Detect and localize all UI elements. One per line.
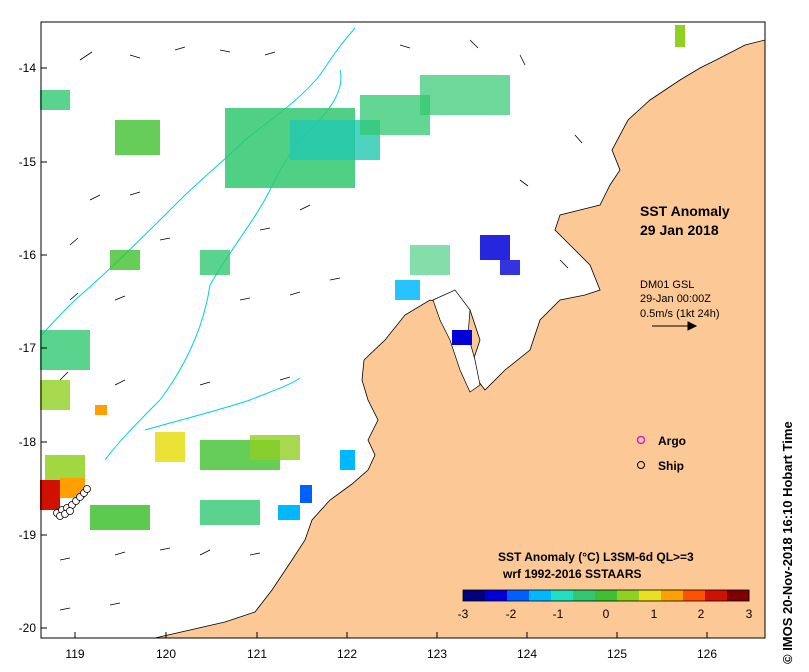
colorbar-segment	[463, 590, 486, 601]
x-tick-label: 124	[517, 647, 537, 661]
colorbar-segment	[661, 590, 684, 601]
colorbar-tick-label: 0	[603, 607, 610, 621]
argo-label: Argo	[658, 434, 686, 448]
colorbar-segment	[507, 590, 530, 601]
current-vectors	[59, 39, 583, 611]
colorbar-segment	[727, 590, 750, 601]
colorbar-segment	[617, 590, 640, 601]
x-tick-label: 120	[156, 647, 176, 661]
colorbar-segment	[683, 590, 706, 601]
colorbar-labels: -3 -2 -1 0 1 2 3	[458, 607, 753, 621]
x-tick-label: 123	[427, 647, 447, 661]
colorbar-tick-label: 3	[746, 607, 753, 621]
x-tick-label: 126	[697, 647, 717, 661]
axis-ticks	[41, 67, 708, 638]
y-axis-labels: -14 -15 -16 -17 -18 -19 -20	[19, 61, 37, 635]
ship-marker-icon	[637, 461, 645, 469]
colorbar-segment	[551, 590, 574, 601]
map-title-line1: SST Anomaly	[640, 203, 730, 219]
y-tick-label: -19	[19, 528, 37, 542]
y-tick-label: -16	[19, 248, 37, 262]
colorbar-tick-label: 1	[651, 607, 658, 621]
colorbar-title-line2: wrf 1992-2016 SSTAARS	[502, 567, 642, 581]
y-tick-label: -17	[19, 341, 37, 355]
ship-label: Ship	[658, 459, 684, 473]
argo-legend: Argo	[636, 434, 686, 448]
colorbar-tick-label: -1	[553, 607, 564, 621]
colorbar-tick-label: -2	[506, 607, 517, 621]
colorbar-tick-label: 2	[698, 607, 705, 621]
colorbar-segment	[573, 590, 596, 601]
map-title-line2: 29 Jan 2018	[640, 222, 719, 238]
colorbar-tick-label: -3	[458, 607, 469, 621]
x-axis-labels: 119 120 121 122 123 124 125 126	[65, 647, 717, 661]
ship-track	[53, 485, 91, 520]
colorbar-title-line1: SST Anomaly (°C) L3SM-6d QL>=3	[498, 550, 694, 564]
current-model-label: DM01 GSL	[640, 279, 694, 291]
current-scale-arrow	[652, 321, 698, 331]
current-scale-label: 0.5m/s (1kt 24h)	[640, 308, 719, 320]
x-tick-label: 125	[607, 647, 627, 661]
colorbar-segment	[485, 590, 508, 601]
colorbar-segment	[639, 590, 662, 601]
x-tick-label: 122	[337, 647, 357, 661]
sst-patches	[40, 25, 685, 530]
colorbar-segment	[705, 590, 728, 601]
current-time-label: 29-Jan 00:00Z	[640, 293, 711, 305]
colorbar-frame	[462, 589, 750, 602]
credit-text: © IMOS 20-Nov-2018 16:10 Hobart Time	[780, 421, 795, 664]
colorbar-segment	[595, 590, 618, 601]
y-tick-label: -15	[19, 155, 37, 169]
y-tick-label: -20	[19, 621, 37, 635]
y-tick-label: -14	[19, 61, 37, 75]
colorbar-segment	[529, 590, 552, 601]
x-tick-label: 121	[247, 647, 267, 661]
y-tick-label: -18	[19, 435, 37, 449]
ship-legend: Ship	[637, 459, 684, 473]
x-tick-label: 119	[65, 647, 84, 661]
argo-marker-icon	[636, 435, 646, 445]
plot-frame	[40, 21, 766, 639]
colorbar	[463, 590, 750, 601]
